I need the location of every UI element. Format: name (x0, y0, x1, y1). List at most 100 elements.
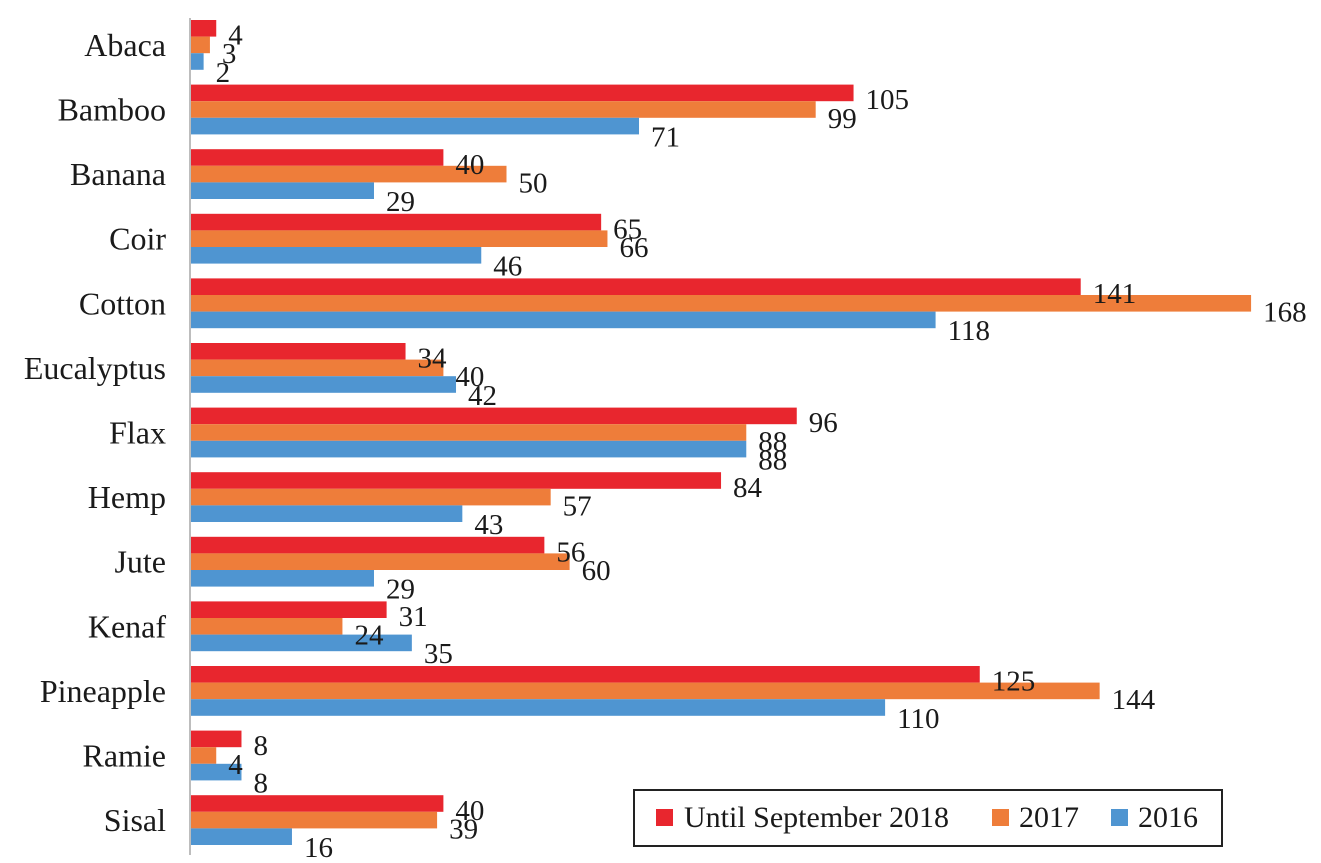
bar-flax-2017 (191, 424, 747, 441)
value-label-ramie-2017: 4 (228, 749, 243, 781)
bar-sisal-2016 (191, 828, 292, 845)
bar-banana-until-september-2018 (191, 149, 444, 166)
bar-cotton-2016 (191, 311, 936, 329)
category-label-coir: Coir (109, 221, 166, 257)
bar-flax-2016 (191, 440, 747, 458)
value-label-kenaf-until-september-2018: 31 (399, 601, 428, 633)
value-label-coir-2016: 46 (493, 251, 522, 283)
category-label-bamboo: Bamboo (58, 92, 166, 128)
legend-label-2017: 2017 (1019, 801, 1079, 834)
legend-label-2016: 2016 (1138, 801, 1198, 834)
bar-jute-2016 (191, 570, 374, 587)
bar-kenaf-2016 (191, 634, 412, 652)
value-label-hemp-until-september-2018: 84 (733, 472, 763, 504)
value-label-jute-2017: 60 (582, 555, 611, 587)
legend-swatch-2016 (1111, 809, 1128, 826)
value-label-jute-2016: 29 (386, 574, 415, 606)
value-label-bamboo-2016: 71 (651, 121, 680, 153)
category-label-abaca: Abaca (84, 27, 166, 63)
value-label-sisal-2016: 16 (304, 832, 333, 863)
value-label-flax-2016: 88 (758, 444, 787, 476)
bar-eucalyptus-2016 (191, 376, 457, 393)
category-label-pineapple: Pineapple (40, 673, 166, 709)
bars-layer (191, 20, 1252, 845)
value-label-banana-2016: 29 (386, 186, 415, 218)
bar-cotton-until-september-2018 (191, 278, 1081, 295)
value-label-abaca-until-september-2018: 4 (228, 20, 243, 52)
category-label-banana: Banana (70, 156, 166, 192)
value-label-hemp-2016: 43 (474, 509, 503, 541)
bar-kenaf-2017 (191, 618, 343, 635)
value-label-flax-2017: 88 (758, 426, 787, 458)
value-label-pineapple-until-september-2018: 125 (992, 666, 1036, 698)
value-label-coir-2017: 66 (619, 232, 648, 264)
value-label-coir-until-september-2018: 65 (613, 213, 642, 245)
bar-sisal-2017 (191, 811, 438, 829)
value-label-banana-2017: 50 (519, 167, 548, 199)
bar-jute-2017 (191, 553, 570, 570)
category-label-flax: Flax (109, 415, 166, 451)
category-labels: Abaca Bamboo Banana Coir Cotton Eucalyptus Fla… (24, 27, 167, 838)
bar-flax-until-september-2018 (191, 407, 797, 425)
bar-coir-until-september-2018 (191, 213, 602, 231)
value-label-hemp-2017: 57 (563, 490, 592, 522)
bar-coir-2016 (191, 247, 482, 264)
value-label-kenaf-2017: 24 (354, 620, 384, 652)
bar-kenaf-until-september-2018 (191, 601, 387, 618)
bar-bamboo-2017 (191, 101, 816, 118)
bar-eucalyptus-2017 (191, 359, 444, 377)
bar-eucalyptus-until-september-2018 (191, 343, 406, 360)
category-label-eucalyptus: Eucalyptus (24, 350, 166, 386)
category-label-hemp: Hemp (88, 479, 166, 515)
bar-cotton-2017 (191, 295, 1252, 312)
bar-bamboo-until-september-2018 (191, 84, 854, 102)
bar-hemp-2017 (191, 488, 551, 506)
bar-abaca-2016 (191, 53, 204, 70)
value-label-sisal-2017: 39 (449, 813, 478, 845)
category-label-ramie: Ramie (82, 738, 166, 774)
value-label-jute-until-september-2018: 56 (556, 536, 585, 568)
category-label-kenaf: Kenaf (88, 608, 167, 644)
value-label-kenaf-2016: 35 (424, 638, 453, 670)
legend: Until September 2018 2017 2016 (633, 789, 1223, 847)
bar-pineapple-until-september-2018 (191, 666, 980, 683)
value-label-ramie-2016: 8 (253, 767, 267, 799)
bar-hemp-until-september-2018 (191, 472, 722, 489)
value-label-flax-until-september-2018: 96 (809, 407, 838, 439)
value-label-sisal-until-september-2018: 40 (455, 795, 484, 827)
bar-pineapple-2017 (191, 682, 1100, 700)
bar-coir-2017 (191, 230, 608, 247)
value-label-eucalyptus-until-september-2018: 34 (418, 343, 448, 375)
bar-ramie-until-september-2018 (191, 730, 242, 748)
value-label-bamboo-2017: 99 (828, 103, 857, 135)
category-label-cotton: Cotton (79, 285, 166, 321)
bar-bamboo-2016 (191, 117, 640, 135)
bar-banana-2016 (191, 182, 374, 199)
bar-jute-until-september-2018 (191, 536, 545, 554)
value-label-banana-until-september-2018: 40 (455, 149, 484, 181)
value-label-eucalyptus-2016: 42 (468, 380, 497, 412)
legend-swatch-2017 (992, 809, 1009, 826)
bar-abaca-2017 (191, 36, 210, 54)
value-label-abaca-2017: 3 (222, 38, 237, 70)
bar-pineapple-2016 (191, 699, 886, 716)
value-label-cotton-until-september-2018: 141 (1093, 278, 1137, 310)
value-label-abaca-2016: 2 (216, 57, 231, 89)
legend-label-until-september-2018: Until September 2018 (684, 801, 949, 834)
value-label-bamboo-until-september-2018: 105 (866, 84, 910, 116)
bar-abaca-until-september-2018 (191, 20, 217, 37)
category-label-jute: Jute (114, 544, 166, 580)
value-labels: 4321059971405029656646141168118344042968… (216, 20, 1307, 863)
value-label-cotton-2016: 118 (948, 315, 990, 347)
value-label-eucalyptus-2017: 40 (455, 361, 484, 393)
bar-banana-2017 (191, 165, 507, 183)
value-label-pineapple-2017: 144 (1112, 684, 1156, 716)
value-label-cotton-2017: 168 (1263, 297, 1307, 329)
category-label-sisal: Sisal (104, 802, 166, 838)
bar-ramie-2016 (191, 763, 242, 781)
bar-ramie-2017 (191, 747, 217, 764)
bar-hemp-2016 (191, 505, 463, 522)
bar-sisal-until-september-2018 (191, 795, 444, 812)
value-label-pineapple-2016: 110 (897, 703, 939, 735)
